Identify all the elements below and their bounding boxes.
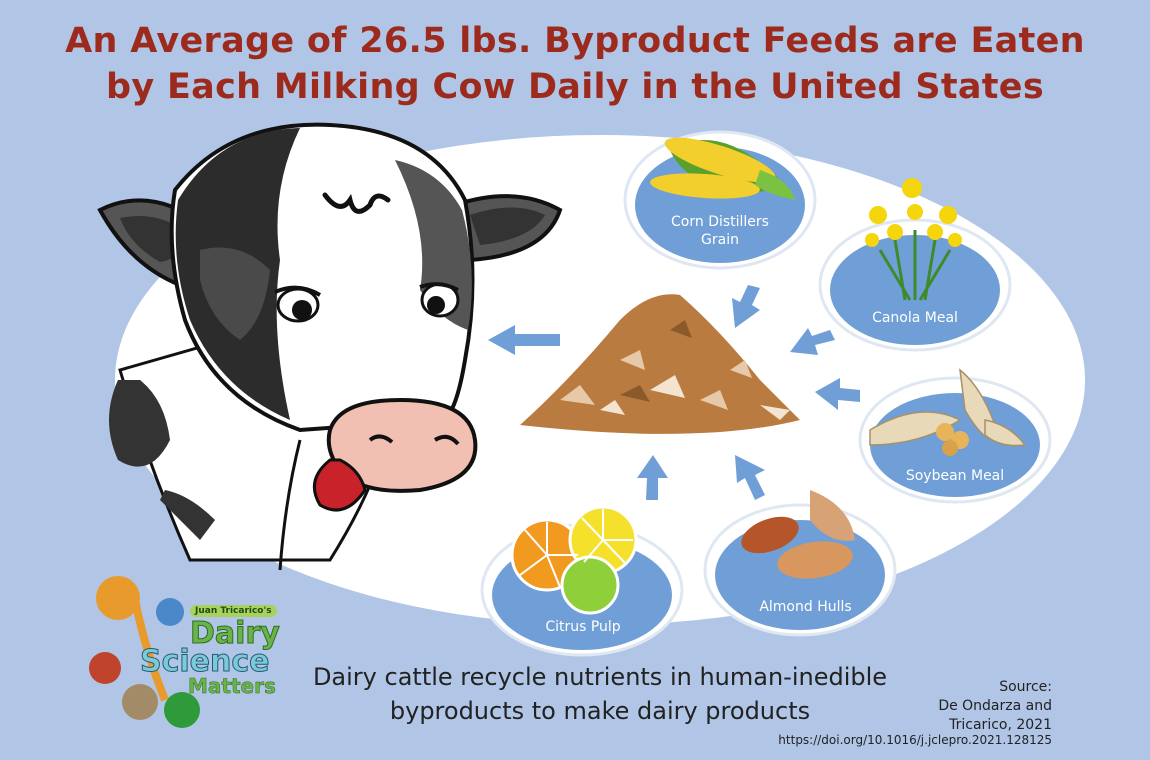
dairy-science-matters-logo — [89, 576, 200, 728]
label-corn-line2: Grain — [701, 232, 739, 248]
corn-icon — [650, 137, 795, 200]
almond-icon — [741, 490, 855, 579]
arrow-to-cow — [488, 325, 560, 355]
soybean-icon — [869, 368, 1027, 456]
bubble-almond — [703, 490, 897, 637]
source-label: Source: — [999, 679, 1052, 695]
label-corn-line1: Corn Distillers — [671, 214, 769, 230]
cow-illustration — [97, 122, 563, 571]
label-soybean-meal: Soybean Meal — [905, 468, 1005, 484]
page-title: An Average of 26.5 lbs. Byproduct Feeds … — [0, 18, 1150, 110]
key-message: Dairy cattle recycle nutrients in human-… — [285, 660, 915, 728]
arrow-from-citrus — [637, 455, 668, 500]
label-citrus-pulp: Citrus Pulp — [545, 619, 621, 635]
logo-tagline: Juan Tricarico's — [190, 605, 277, 617]
canola-flower-icon — [865, 178, 962, 301]
source-doi-link[interactable]: https://doi.org/10.1016/j.jclepro.2021.1… — [778, 733, 1052, 747]
message-line-1: Dairy cattle recycle nutrients in human-… — [312, 663, 888, 691]
source-citation: Source: De Ondarza and Tricarico, 2021 — [938, 678, 1052, 735]
bubble-soybean — [858, 368, 1052, 504]
arrow-from-canola — [790, 328, 835, 355]
label-canola-meal: Canola Meal — [872, 310, 958, 326]
label-almond-hulls: Almond Hulls — [759, 599, 852, 615]
logo-word-dairy: Dairy — [190, 616, 281, 652]
title-line-1: An Average of 26.5 lbs. Byproduct Feeds … — [65, 21, 1085, 61]
bubble-citrus — [480, 505, 684, 657]
title-line-2: by Each Milking Cow Daily in the United … — [106, 67, 1044, 107]
arrow-from-almond — [735, 455, 765, 500]
source-line-2: Tricarico, 2021 — [949, 717, 1052, 733]
flow-arrows — [488, 285, 860, 500]
citrus-slices-icon — [510, 505, 638, 615]
byproduct-feed-pile — [520, 294, 800, 434]
bubble-canola — [818, 178, 1012, 352]
logo-word-matters: Matters — [188, 674, 276, 699]
label-corn-distillers-grain: Corn Distillers Grain — [655, 213, 785, 249]
arrow-from-soybean — [815, 378, 860, 410]
arrow-from-corn — [732, 285, 760, 328]
bubble-corn — [623, 130, 817, 270]
source-line-1: De Ondarza and — [938, 698, 1052, 714]
logo-word-science: Science — [140, 644, 271, 680]
message-line-2: byproducts to make dairy products — [389, 697, 811, 725]
